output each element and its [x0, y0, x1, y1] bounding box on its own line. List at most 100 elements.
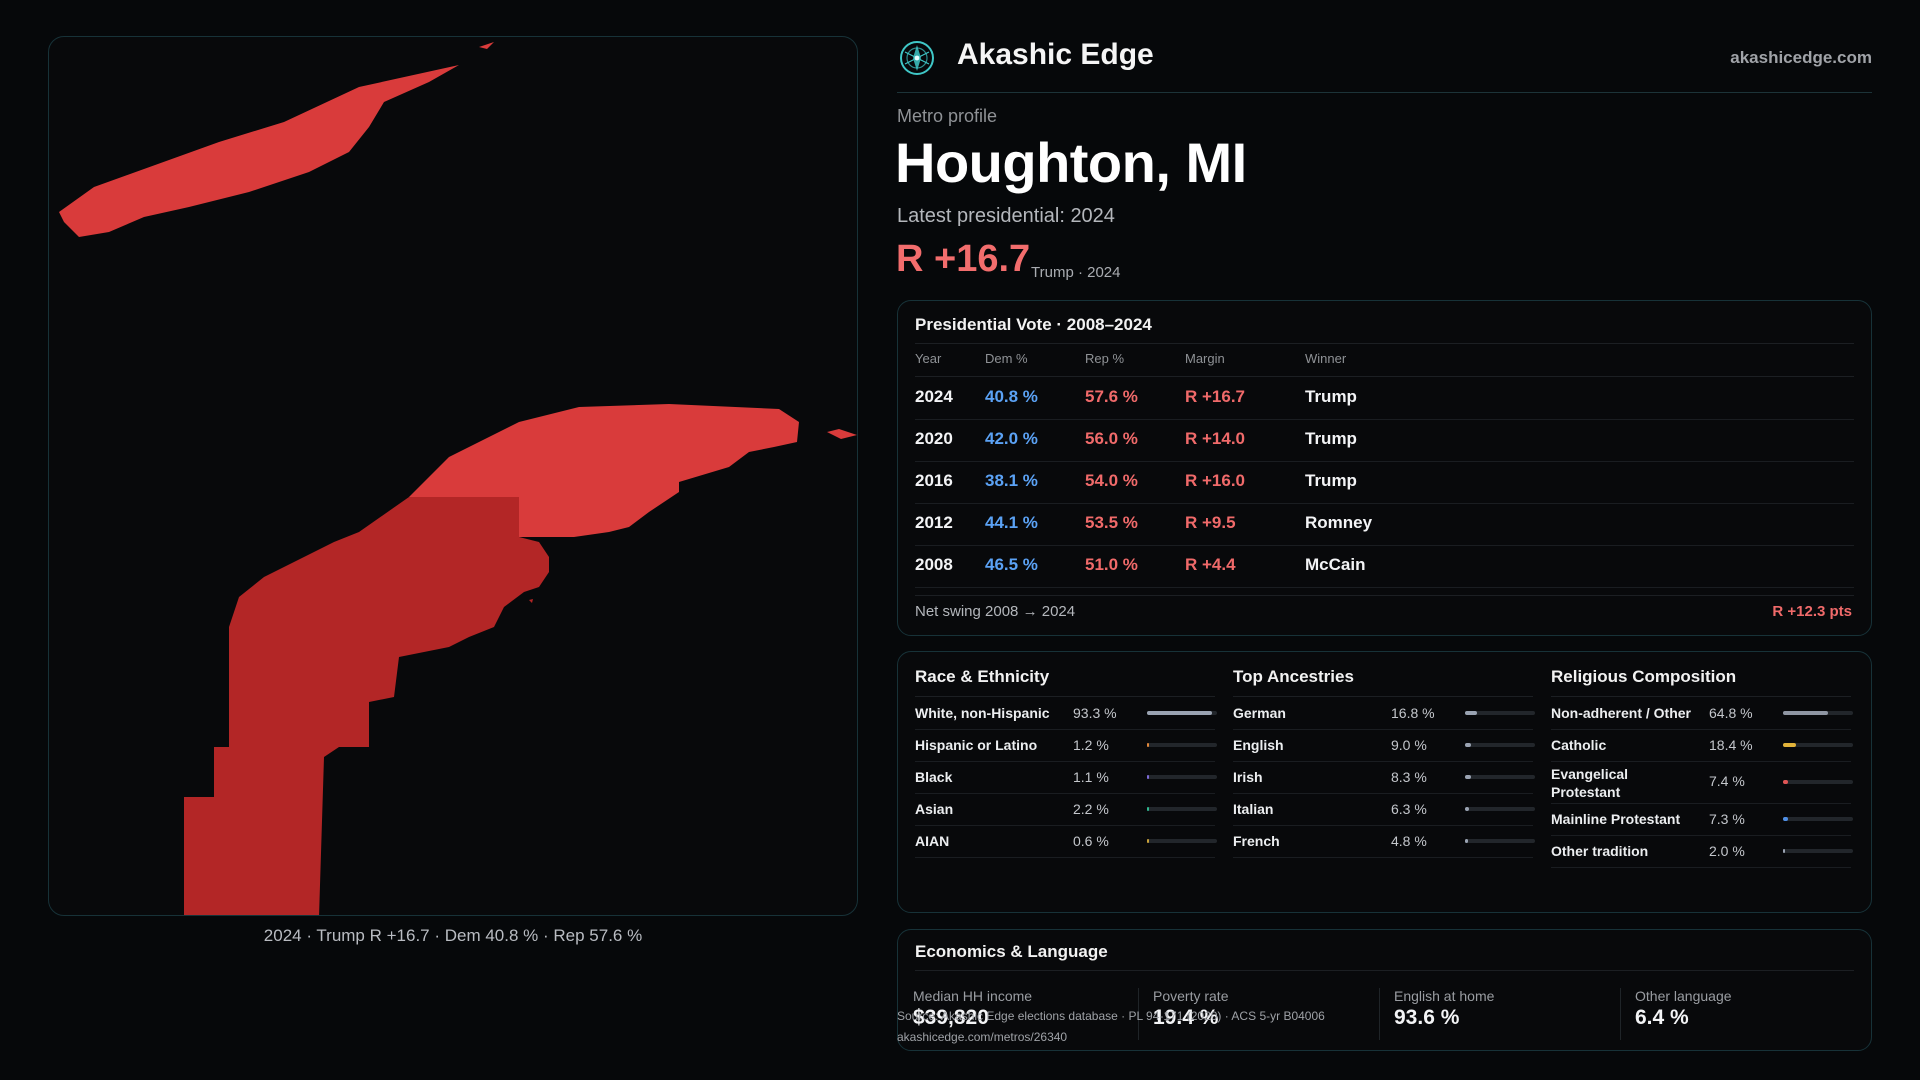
ancestry-row: German 16.8 % — [1233, 697, 1535, 730]
cell-dem: 42.0 % — [985, 429, 1038, 448]
race-bar-track — [1147, 839, 1217, 843]
headline-margin: R +16.7 — [896, 238, 1031, 280]
headline-margin-sub: Trump · 2024 — [1031, 264, 1121, 281]
county-map-svg — [59, 42, 857, 916]
religion-bar-track — [1783, 849, 1853, 853]
col-header-winner: Winner — [1305, 351, 1347, 366]
economics-card-title: Economics & Language — [915, 942, 1108, 961]
constellation-compass-icon[interactable] — [899, 40, 935, 76]
table-row[interactable]: 2008 46.5 % 51.0 % R +4.4 McCain — [915, 545, 1854, 588]
race-bar-track — [1147, 743, 1217, 747]
race-row: White, non-Hispanic 93.3 % — [915, 697, 1217, 730]
religion-value: 2.0 % — [1709, 843, 1745, 859]
cell-rep: 53.5 % — [1085, 513, 1138, 532]
race-label: Black — [915, 769, 953, 785]
race-bar-fill — [1147, 775, 1149, 779]
divider — [915, 595, 1854, 596]
race-row: Hispanic or Latino 1.2 % — [915, 729, 1217, 762]
cell-dem: 46.5 % — [985, 555, 1038, 574]
metric-label: Poverty rate — [1153, 988, 1229, 1004]
table-row[interactable]: 2024 40.8 % 57.6 % R +16.7 Trump — [915, 377, 1854, 420]
vote-card-title: Presidential Vote · 2008–2024 — [915, 315, 1152, 334]
cell-margin: R +16.7 — [1185, 387, 1246, 406]
religion-label: Non-adherent / Other — [1551, 705, 1692, 721]
religion-section-title: Religious Composition — [1551, 667, 1737, 686]
cell-winner: Romney — [1305, 513, 1373, 532]
cell-rep: 54.0 % — [1085, 471, 1138, 490]
race-bar-fill — [1147, 711, 1213, 715]
metric-other-language: Other language 6.4 % — [1620, 988, 1840, 1044]
religion-bar-fill — [1783, 711, 1829, 715]
net-swing-label: Net swing 2008 → 2024 — [915, 603, 1076, 620]
demographics-card: Race & Ethnicity White, non-Hispanic 93.3… — [897, 651, 1872, 913]
metro-map[interactable] — [48, 36, 858, 916]
ancestry-label: English — [1233, 737, 1284, 753]
table-row[interactable]: 2012 44.1 % 53.5 % R +9.5 Romney — [915, 503, 1854, 546]
divider — [1233, 696, 1533, 697]
race-value: 93.3 % — [1073, 705, 1117, 721]
religion-value: 64.8 % — [1709, 705, 1753, 721]
ancestry-label: German — [1233, 705, 1286, 721]
religion-value: 7.3 % — [1709, 811, 1745, 827]
religion-bar-fill — [1783, 849, 1785, 853]
metric-label: Median HH income — [913, 988, 1033, 1004]
religion-row: Non-adherent / Other 64.8 % — [1551, 697, 1853, 730]
race-ethnicity-section: Race & Ethnicity White, non-Hispanic 93.3… — [915, 652, 1217, 912]
race-value: 2.2 % — [1073, 801, 1109, 817]
table-row[interactable]: 2016 38.1 % 54.0 % R +16.0 Trump — [915, 461, 1854, 504]
religion-row: Evangelical Protestant 7.4 % — [1551, 761, 1853, 804]
cell-year: 2016 — [915, 471, 953, 490]
cell-dem: 40.8 % — [985, 387, 1038, 406]
site-url-link[interactable]: akashicedge.com — [1730, 48, 1872, 67]
ancestry-row: Irish 8.3 % — [1233, 761, 1535, 794]
ancestry-label: French — [1233, 833, 1280, 849]
religion-row: Other tradition 2.0 % — [1551, 835, 1853, 868]
race-bar-track — [1147, 711, 1217, 715]
map-region-isle-royale-tip[interactable] — [479, 42, 494, 49]
ancestry-section-title: Top Ancestries — [1233, 667, 1354, 686]
col-header-margin: Margin — [1185, 351, 1225, 366]
religion-bar-fill — [1783, 780, 1789, 784]
race-value: 1.2 % — [1073, 737, 1109, 753]
religion-value: 18.4 % — [1709, 737, 1753, 753]
ancestry-bar-fill — [1465, 807, 1470, 811]
religion-row: Catholic 18.4 % — [1551, 729, 1853, 762]
metric-median-income: Median HH income $39,820 — [898, 988, 1118, 1044]
race-row: AIAN 0.6 % — [915, 825, 1217, 858]
ancestry-bar-track — [1465, 807, 1535, 811]
religion-section: Religious Composition Non-adherent / Oth… — [1551, 652, 1853, 912]
map-region-keweenaw-point[interactable] — [827, 429, 857, 439]
cell-winner: Trump — [1305, 387, 1357, 406]
cell-margin: R +14.0 — [1185, 429, 1246, 448]
ancestry-label: Italian — [1233, 801, 1274, 817]
map-caption: 2024 · Trump R +16.7 · Dem 40.8 % · Rep … — [263, 926, 643, 945]
metric-english-at-home: English at home 93.6 % — [1379, 988, 1599, 1044]
race-value: 0.6 % — [1073, 833, 1109, 849]
table-row[interactable]: 2020 42.0 % 56.0 % R +14.0 Trump — [915, 419, 1854, 462]
col-header-rep: Rep % — [1085, 351, 1125, 366]
brand-name[interactable]: Akashic Edge — [957, 38, 1154, 71]
map-region-houghton[interactable] — [184, 497, 549, 916]
religion-bar-fill — [1783, 743, 1796, 747]
cell-dem: 38.1 % — [985, 471, 1038, 490]
divider — [915, 376, 1854, 377]
race-bar-fill — [1147, 839, 1149, 843]
presidential-vote-card: Presidential Vote · 2008–2024 Year Dem %… — [897, 300, 1872, 636]
metric-poverty-rate: Poverty rate 19.4 % — [1138, 988, 1358, 1044]
cell-winner: Trump — [1305, 471, 1357, 490]
map-region-speck — [529, 599, 533, 603]
metric-divider — [1379, 988, 1380, 1040]
net-swing-value: R +12.3 pts — [1772, 603, 1852, 620]
race-label: AIAN — [915, 833, 950, 849]
religion-bar-track — [1783, 817, 1853, 821]
ancestries-section: Top Ancestries German 16.8 % English 9.0 % I… — [1233, 652, 1535, 912]
cell-margin: R +4.4 — [1185, 555, 1236, 574]
metric-value: 19.4 % — [1153, 1006, 1219, 1029]
ancestry-label: Irish — [1233, 769, 1263, 785]
map-region-isle-royale[interactable] — [59, 65, 459, 237]
source-link[interactable]: akashicedge.com/metros/26340 — [897, 1030, 1068, 1044]
religion-bar-fill — [1783, 817, 1789, 821]
cell-margin: R +16.0 — [1185, 471, 1246, 490]
religion-label: Evangelical Protestant — [1551, 766, 1629, 800]
header: Akashic Edge akashicedge.com — [897, 36, 1872, 93]
